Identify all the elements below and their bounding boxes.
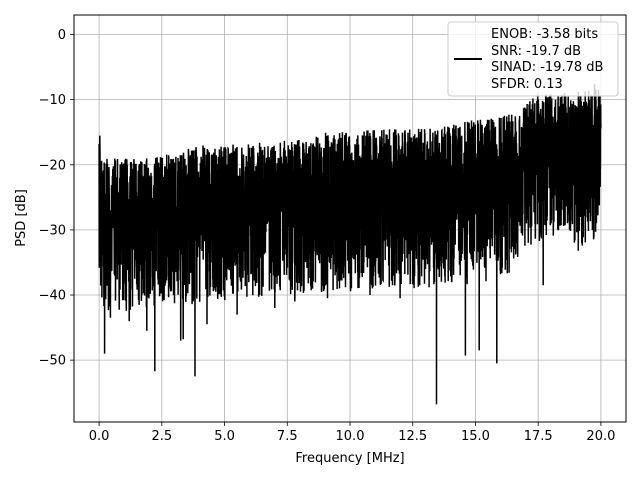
y-tick-label: −50 [39, 354, 66, 369]
y-tick-label: 0 [58, 28, 66, 43]
psd-trace-line [98, 84, 602, 405]
y-tick-label: −20 [39, 158, 66, 173]
legend-entry-snr: SNR: -19.7 dB [491, 44, 581, 59]
legend-box [447, 21, 619, 97]
legend-entry-sfdr: SFDR: 0.13 [491, 77, 563, 92]
x-tick-label: 10.0 [336, 429, 365, 444]
x-tick-label: 20.0 [586, 429, 615, 444]
legend-entry-sinad: SINAD: -19.78 dB [491, 60, 603, 75]
x-tick-label: 12.5 [398, 429, 427, 444]
x-axis-label: Frequency [MHz] [295, 451, 404, 466]
y-tick-label: −10 [39, 93, 66, 108]
x-tick-label: 5.0 [214, 429, 235, 444]
legend-entry-enob: ENOB: -3.58 bits [491, 27, 598, 42]
x-tick-label: 0.0 [89, 429, 110, 444]
x-tick-label: 2.5 [151, 429, 172, 444]
legend: ENOB: -3.58 bits SNR: -19.7 dB SINAD: -1… [447, 21, 619, 97]
axis-ticks: 0.0 2.5 5.0 7.5 10.0 12.5 15.0 17.5 20.0 0 −10 −20 −… [39, 28, 616, 444]
y-tick-label: −30 [39, 223, 66, 238]
x-tick-label: 17.5 [524, 429, 553, 444]
y-tick-label: −40 [39, 289, 66, 304]
x-tick-label: 15.0 [461, 429, 490, 444]
y-axis-label: PSD [dB] [14, 189, 29, 247]
series-psd [98, 84, 602, 405]
x-tick-label: 7.5 [277, 429, 298, 444]
